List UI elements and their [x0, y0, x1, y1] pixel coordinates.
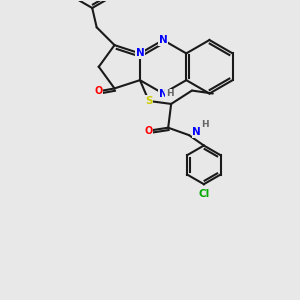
- Text: N: N: [159, 88, 167, 98]
- Text: H: H: [166, 89, 173, 98]
- Text: Cl: Cl: [198, 189, 209, 199]
- Text: N: N: [136, 48, 144, 59]
- Text: N: N: [192, 127, 201, 137]
- Text: O: O: [94, 86, 102, 96]
- Text: H: H: [202, 120, 209, 129]
- Text: O: O: [145, 126, 153, 136]
- Text: N: N: [159, 35, 167, 45]
- Text: S: S: [145, 96, 153, 106]
